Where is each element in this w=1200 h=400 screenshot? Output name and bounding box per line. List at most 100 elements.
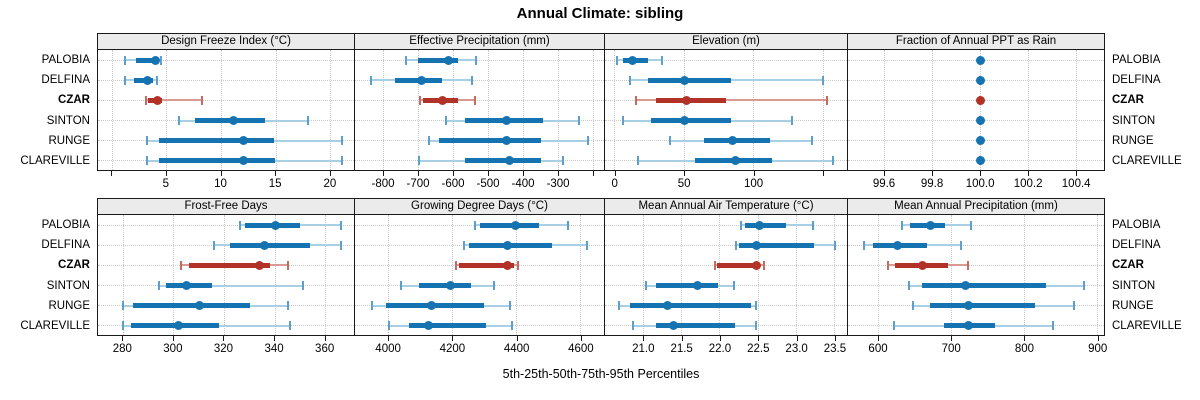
axis-tick-label: 600 (868, 343, 888, 355)
panel-strip: Frost-Free Days (97, 198, 355, 215)
gridline-v (877, 215, 879, 335)
whisker-cap (810, 136, 813, 146)
category-label-left: CZAR (58, 259, 90, 272)
panel (97, 50, 355, 171)
category-label-right: CLAREVILLE (1112, 319, 1182, 332)
median-dot (964, 321, 974, 331)
axis-tick (274, 336, 276, 341)
whisker-cap (238, 220, 241, 230)
axis-tick (681, 336, 683, 341)
median-dot (255, 260, 265, 270)
median-dot (152, 95, 162, 105)
category-label-right: RUNGE (1112, 299, 1154, 312)
whisker-cap (122, 301, 125, 311)
whisker-cap (156, 75, 159, 85)
iqr-bar (439, 138, 541, 144)
whisker-cap (418, 156, 421, 166)
gridline-v (1097, 215, 1099, 335)
gridline-v (223, 215, 225, 335)
gridline-v (834, 215, 836, 335)
whisker-cap (455, 260, 458, 270)
axis-tick-label: 320 (213, 343, 234, 355)
whisker-cap (833, 240, 836, 250)
gridline-v (274, 215, 276, 335)
whisker (146, 99, 202, 102)
whisker-cap (122, 321, 125, 331)
iqr-bar (159, 158, 276, 164)
iqr-bar (133, 303, 250, 309)
axis-tick-label: 4600 (568, 343, 594, 355)
axis-tick-label: -600 (441, 178, 465, 190)
whisker-cap (145, 95, 148, 105)
median-dot (918, 260, 928, 270)
whisker-cap (339, 240, 342, 250)
iqr-bar (921, 283, 1047, 289)
axis-tick (329, 171, 331, 176)
axis-tick (796, 336, 798, 341)
median-dot (437, 95, 447, 105)
axis-tick-label: 50 (677, 178, 691, 190)
axis-tick-label: -400 (511, 178, 535, 190)
axis-tick (593, 171, 595, 176)
whisker-cap (180, 260, 183, 270)
axis-tick-label: 360 (315, 343, 335, 355)
median-dot (151, 55, 161, 65)
axis-tick-label: 22.5 (747, 343, 770, 355)
median-dot (260, 240, 270, 250)
gridline-v (387, 215, 389, 335)
panel-strip: Fraction of Annual PPT as Rain (848, 33, 1105, 50)
axis-tick-label: -800 (371, 178, 395, 190)
axis-tick (220, 171, 222, 176)
category-label-left: RUNGE (48, 134, 90, 147)
iqr-bar (159, 138, 274, 144)
whisker-cap (286, 301, 289, 311)
category-label-right: PALOBIA (1112, 219, 1161, 232)
axis-tick (719, 336, 721, 341)
gridline-h (848, 264, 1104, 266)
category-label-right: SINTON (1112, 114, 1156, 127)
median-dot (975, 95, 985, 105)
median-dot (424, 321, 434, 331)
gridline-h (98, 59, 354, 61)
panel-strip: Design Freeze Index (°C) (97, 33, 355, 50)
gridline-v (275, 50, 277, 170)
axis-tick (1076, 171, 1078, 176)
axis-caption: 5th-25th-50th-75th-95th Percentiles (502, 367, 700, 381)
gridline-h (605, 59, 847, 61)
panel-strip: Mean Annual Air Temperature (°C) (605, 198, 848, 215)
axis-tick-label: 22.0 (708, 343, 732, 355)
iqr-bar (655, 323, 735, 329)
gridline-v (580, 215, 582, 335)
category-label-right: SINTON (1112, 279, 1156, 292)
gridline-v (822, 50, 824, 170)
axis-tick (383, 171, 384, 176)
gridline-h (355, 99, 604, 101)
whisker-cap (445, 116, 448, 126)
median-dot (426, 301, 436, 311)
median-dot (510, 220, 520, 230)
whisker-cap (586, 136, 589, 146)
median-dot (926, 220, 936, 230)
gridline-v (166, 50, 168, 170)
axis-tick (878, 336, 880, 341)
axis-tick-label: 99.6 (872, 178, 896, 190)
gridline-v (452, 50, 454, 170)
iqr-bar (656, 97, 726, 103)
axis-tick (324, 336, 326, 341)
whisker-cap (960, 240, 963, 250)
axis-tick (884, 171, 886, 176)
gridline-v (614, 50, 616, 170)
whisker-cap (907, 281, 910, 291)
axis-tick-label: 21.0 (632, 343, 655, 355)
whisker-cap (578, 116, 581, 126)
gridline-v (516, 215, 518, 335)
whisker-cap (289, 321, 292, 331)
gridline-v (931, 50, 933, 170)
median-dot (662, 301, 672, 311)
gridline-v (522, 50, 524, 170)
gridline-v (382, 50, 384, 170)
panel-title: Frost-Free Days (184, 200, 268, 212)
whisker-cap (822, 75, 824, 85)
axis-tick (643, 336, 645, 341)
whisker-cap (1052, 321, 1054, 331)
